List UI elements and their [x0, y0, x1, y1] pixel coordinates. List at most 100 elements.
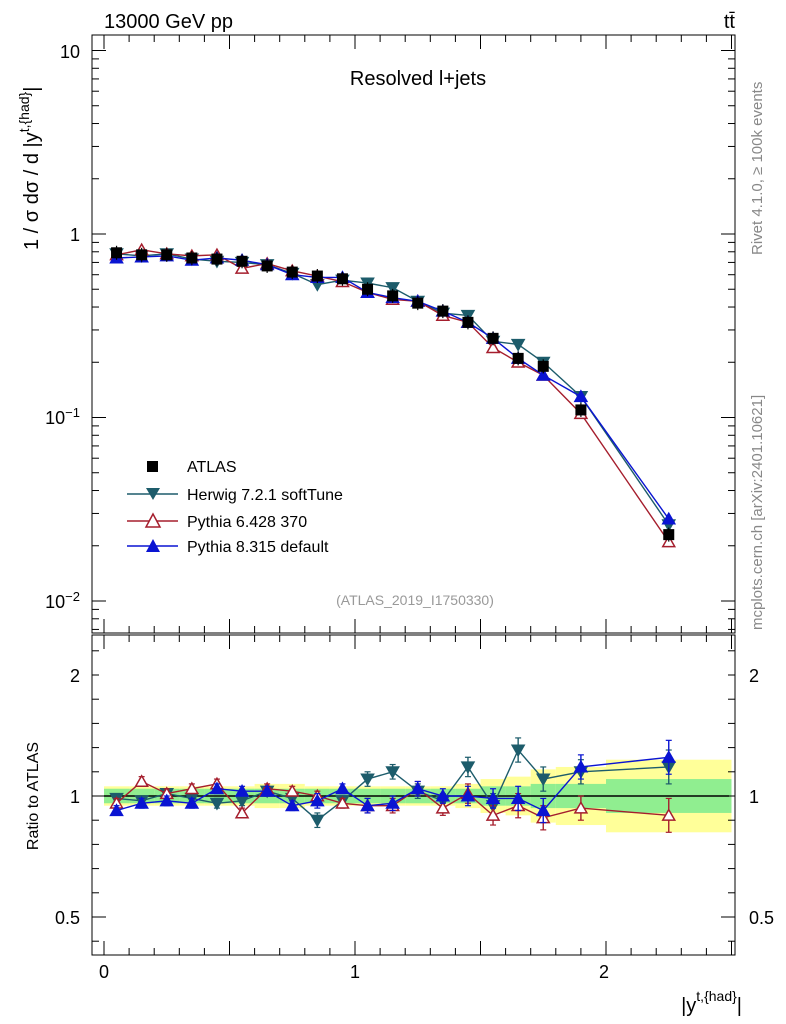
- pythia6-ratio-point: [435, 800, 451, 814]
- pythia8-ratio-point: [435, 788, 451, 802]
- legend-label-atlas: ATLAS: [187, 459, 237, 476]
- atlas-point: [575, 404, 587, 416]
- legend-marker-atlas: [147, 461, 158, 472]
- atlas-point: [236, 255, 248, 267]
- ratio-y-tick-label-0.5-right: 0.5: [749, 908, 774, 928]
- ratio-y-ticks: [92, 650, 735, 942]
- ratio-y-tick-label-0.5-left: 0.5: [55, 908, 80, 928]
- pythia8-ratio-point: [284, 798, 300, 812]
- header-right-title: tt̄: [724, 11, 736, 33]
- pythia8-ratio-point: [209, 781, 225, 795]
- pythia8-ratio-point: [184, 796, 200, 809]
- legend-marker-pythia8: [146, 539, 160, 552]
- legend: ATLAS Herwig 7.2.1 softTune Pythia 6.428…: [127, 459, 343, 556]
- pythia8-point: [535, 368, 551, 381]
- atlas-point: [136, 249, 148, 261]
- pythia8-ratio-point: [134, 796, 149, 809]
- main-y-tick-label-0.1: 10−1: [45, 405, 80, 428]
- ratio-frame: [91, 634, 736, 956]
- atlas-point: [362, 283, 374, 295]
- main-plot-title: Resolved l+jets: [350, 68, 486, 90]
- pythia6-ratio-point: [134, 774, 149, 788]
- ratio-panel: 2 1 0.5 2 1 0.5 Ratio to ATLAS 0 1 2 |yt…: [25, 634, 774, 1017]
- herwig-ratio-line: [116, 748, 669, 822]
- main-y-tick-label-10: 10: [60, 42, 80, 62]
- atlas-point: [663, 529, 675, 541]
- x-tick-label-1: 1: [350, 962, 360, 982]
- atlas-point: [211, 253, 223, 265]
- pythia8-ratio-point: [234, 783, 250, 797]
- atlas-point: [387, 290, 399, 302]
- herwig-point: [385, 282, 400, 295]
- legend-label-herwig: Herwig 7.2.1 softTune: [187, 487, 343, 504]
- ratio-y-tick-label-2-left: 2: [70, 666, 80, 686]
- ratio-y-tick-label-1-left: 1: [70, 787, 80, 807]
- analysis-label: (ATLAS_2019_I1750330): [336, 592, 494, 608]
- pythia8-point: [661, 511, 677, 525]
- x-tick-label-0: 0: [99, 962, 109, 982]
- pythia8-ratio-point: [661, 750, 677, 763]
- pythia6-ratio-point: [335, 796, 350, 809]
- pythia6-ratio-point: [485, 808, 501, 821]
- pythia8-ratio-point: [410, 781, 426, 795]
- legend-label-pythia6: Pythia 6.428 370: [187, 514, 307, 531]
- atlas-point: [437, 305, 449, 317]
- atlas-point: [111, 247, 123, 259]
- pythia8-ratio-point: [109, 803, 124, 817]
- atlas-point: [161, 249, 173, 261]
- pythia8-ratio-point: [535, 803, 551, 817]
- pythia8-ratio-point: [159, 793, 175, 807]
- main-frame: [91, 34, 736, 634]
- pythia6-ratio-point: [661, 808, 677, 821]
- mcplots-text: mcplots.cern.ch [arXiv:2401.10621]: [749, 395, 766, 630]
- pythia6-ratio-point: [184, 781, 200, 795]
- pythia8-ratio-point: [485, 791, 501, 804]
- rivet-version-text: Rivet 4.1.0, ≥ 100k events: [749, 82, 766, 255]
- pythia8-ratio-point: [573, 759, 589, 773]
- x-tick-label-2: 2: [599, 962, 609, 982]
- atlas-point: [186, 252, 198, 264]
- header-left-title: 13000 GeV pp: [104, 11, 233, 33]
- herwig-ratio-point: [460, 761, 476, 775]
- ratio-x-ticks: [103, 635, 732, 955]
- legend-marker-pythia6: [144, 512, 162, 528]
- herwig-ratio-point: [310, 814, 325, 828]
- pythia8-ratio-point: [385, 796, 400, 809]
- main-y-tick-label-0.01: 10−2: [45, 589, 80, 612]
- ratio-series-pythia8: [109, 739, 677, 824]
- legend-marker-herwig: [146, 488, 160, 500]
- herwig-ratio-point: [510, 744, 526, 758]
- herwig-ratio-point: [535, 773, 551, 787]
- atlas-point: [261, 260, 273, 272]
- pythia8-ratio-point: [259, 783, 275, 797]
- series-atlas: [111, 245, 675, 542]
- pythia8-ratio-point: [360, 798, 375, 812]
- pythia6-ratio-point: [284, 783, 300, 797]
- pythia8-point: [573, 389, 589, 403]
- atlas-point: [512, 352, 524, 364]
- atlas-point: [311, 270, 323, 282]
- atlas-point: [286, 266, 298, 278]
- legend-label-pythia8: Pythia 8.315 default: [187, 539, 329, 556]
- pythia8-ratio-point: [510, 791, 526, 804]
- main-panel: 10 1 10−1 10−2 1 / σ dσ / d |yt,{had}| R…: [16, 34, 736, 634]
- ratio-y-axis-label: Ratio to ATLAS: [25, 742, 42, 850]
- main-y-tick-label-1: 1: [70, 225, 80, 245]
- herwig-ratio-point: [360, 773, 375, 787]
- x-axis-label: |yt,{had}|: [681, 988, 742, 1017]
- ratio-y-tick-label-2-right: 2: [749, 666, 759, 686]
- main-x-ticks: [103, 35, 732, 633]
- pythia6-ratio-point: [573, 800, 589, 814]
- pythia8-ratio-point: [460, 788, 476, 802]
- pythia6-ratio-point: [234, 805, 250, 819]
- pythia8-ratio-point: [310, 793, 325, 807]
- pythia6-point: [485, 340, 501, 354]
- atlas-point: [412, 297, 424, 309]
- atlas-point: [537, 360, 549, 372]
- main-y-ticks: [92, 50, 735, 630]
- pythia8-ratio-point: [335, 781, 350, 795]
- ratio-y-tick-label-1-right: 1: [749, 787, 759, 807]
- pythia8-ratio-line: [116, 756, 669, 812]
- main-y-axis-label: 1 / σ dσ / d |yt,{had}|: [16, 87, 43, 250]
